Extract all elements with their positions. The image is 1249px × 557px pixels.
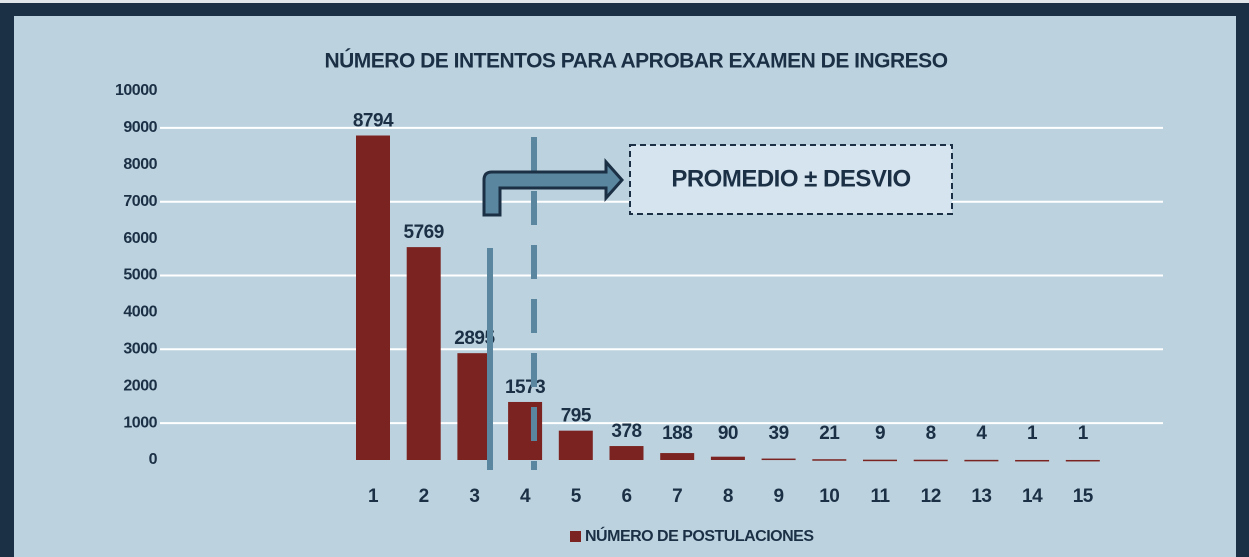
y-tick-label: 7000: [123, 193, 157, 210]
value-label: 8: [926, 423, 936, 444]
x-tick-label: 12: [921, 486, 941, 507]
bar: [558, 430, 593, 460]
x-tick-label: 2: [419, 486, 429, 507]
chart-title: NÚMERO DE INTENTOS PARA APROBAR EXAMEN D…: [324, 49, 947, 73]
bars: 1 8794 2 5769 3 2895 4 1573 5 795 6 378 7 188 8 90 9 39 10…: [353, 111, 1100, 507]
x-tick-label: 5: [571, 486, 582, 507]
top-strip: [0, 0, 1249, 3]
x-tick-label: 1: [368, 486, 379, 507]
value-label: 1: [1027, 423, 1038, 444]
x-tick-label: 15: [1073, 486, 1094, 507]
bar: [710, 456, 745, 460]
y-tick-label: 3000: [123, 341, 157, 358]
bar: [1065, 459, 1100, 462]
value-label: 8794: [353, 111, 394, 132]
bar: [812, 459, 847, 461]
bar: [609, 446, 644, 460]
y-tick-label: 10000: [115, 82, 158, 99]
value-label: 90: [718, 423, 738, 444]
x-tick-label: 10: [819, 486, 839, 507]
x-tick-label: 4: [520, 486, 531, 507]
bar: [1015, 459, 1050, 462]
y-tick-label: 0: [149, 451, 158, 468]
value-label: 188: [662, 423, 692, 444]
y-tick-label: 6000: [123, 230, 157, 247]
annotation-box: [629, 144, 953, 215]
bar: [660, 453, 695, 460]
x-tick-label: 14: [1022, 486, 1043, 507]
value-label: 4: [976, 423, 987, 444]
bar: [356, 135, 390, 460]
y-tick-label: 9000: [123, 119, 157, 136]
y-tick-label: 8000: [123, 156, 157, 173]
y-tick-label: 2000: [123, 377, 157, 394]
x-tick-label: 13: [971, 486, 991, 507]
bar: [406, 247, 441, 460]
y-tick-label: 4000: [123, 304, 157, 321]
x-tick-label: 9: [774, 486, 784, 507]
bar: [761, 458, 796, 461]
value-label: 39: [769, 423, 789, 444]
value-label: 1573: [505, 377, 545, 398]
annotation: PROMEDIO ± DESVIO: [671, 165, 910, 192]
value-label: 2895: [454, 328, 495, 349]
value-label: 1: [1078, 423, 1089, 444]
x-tick-label: 7: [672, 486, 682, 507]
x-tick-label: 3: [469, 486, 479, 507]
value-label: 9: [875, 423, 885, 444]
panel: [14, 16, 1236, 557]
arrow: [482, 158, 625, 217]
y-tick-label: 1000: [123, 414, 157, 431]
legend-swatch: [570, 531, 581, 542]
value-label: 21: [819, 423, 840, 444]
bar: [457, 353, 492, 460]
value-label: 795: [561, 406, 592, 427]
value-label: 5769: [404, 222, 444, 243]
y-tick-label: 5000: [123, 267, 157, 284]
legend-label: NÚMERO DE POSTULACIONES: [585, 526, 814, 545]
value-label: 378: [611, 421, 641, 442]
grid: 0 1000 2000 3000 4000 5000 6000 7000 8000 9000 100…: [115, 82, 1163, 468]
x-tick-label: 8: [723, 486, 733, 507]
bar: [913, 459, 948, 462]
bar: [863, 459, 897, 462]
bar: [964, 459, 999, 462]
x-tick-label: 6: [621, 486, 631, 507]
x-tick-label: 11: [870, 486, 890, 507]
